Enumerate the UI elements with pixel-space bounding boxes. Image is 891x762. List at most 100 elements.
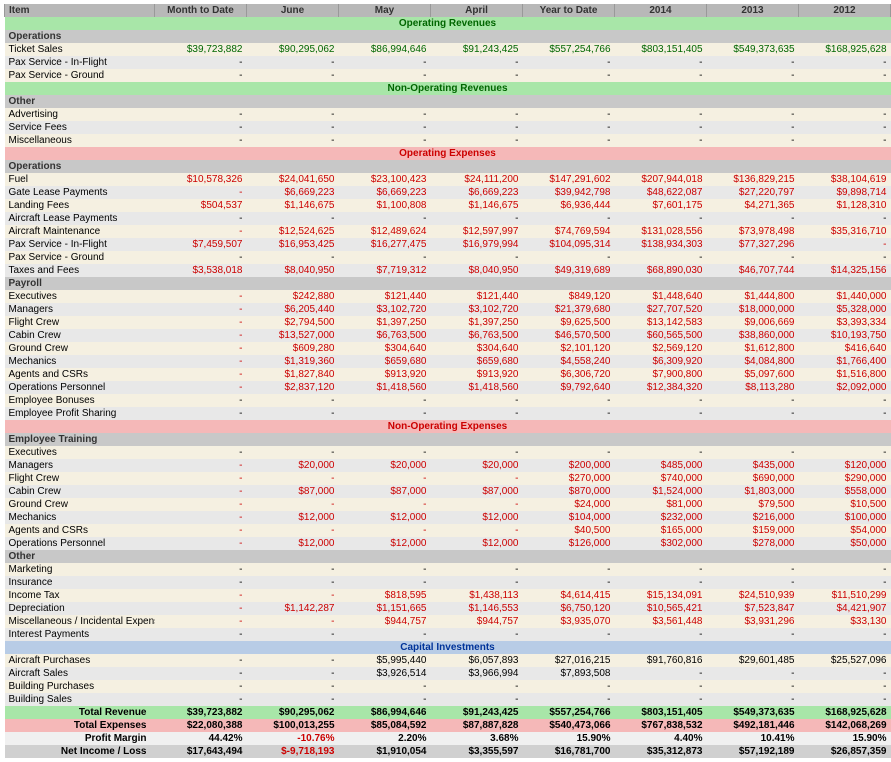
- cell-value: $6,669,223: [431, 186, 523, 199]
- cell-value: -: [155, 524, 247, 537]
- cell-value: -: [431, 251, 523, 264]
- cell-value: $207,944,018: [615, 173, 707, 186]
- table-row: Executives--------: [5, 446, 891, 459]
- cell-value: -: [155, 225, 247, 238]
- cell-value: $91,243,425: [431, 43, 523, 56]
- cell-value: $54,000: [799, 524, 891, 537]
- cell-value: $104,095,314: [523, 238, 615, 251]
- cell-value: $3,926,514: [339, 667, 431, 680]
- cell-value: $27,220,797: [707, 186, 799, 199]
- cell-value: $14,325,156: [799, 264, 891, 277]
- cell-value: $7,719,312: [339, 264, 431, 277]
- cell-value: -: [155, 316, 247, 329]
- cell-value: $740,000: [615, 472, 707, 485]
- cell-value: -: [707, 628, 799, 641]
- cell-value: $1,438,113: [431, 589, 523, 602]
- cell-value: $16,781,700: [523, 745, 615, 758]
- row-label: Agents and CSRs: [5, 368, 155, 381]
- table-row: Aircraft Lease Payments--------: [5, 212, 891, 225]
- cell-value: -: [707, 563, 799, 576]
- cell-value: -: [799, 407, 891, 420]
- cell-value: $1,100,808: [339, 199, 431, 212]
- row-label: Flight Crew: [5, 472, 155, 485]
- cell-value: $12,000: [431, 537, 523, 550]
- cell-value: -: [247, 563, 339, 576]
- cell-value: $104,000: [523, 511, 615, 524]
- cell-value: $87,000: [247, 485, 339, 498]
- cell-value: -: [155, 329, 247, 342]
- cell-value: -: [615, 693, 707, 706]
- table-row: Interest Payments--------: [5, 628, 891, 641]
- row-label: Mechanics: [5, 511, 155, 524]
- cell-value: $4,558,240: [523, 355, 615, 368]
- cell-value: $23,100,423: [339, 173, 431, 186]
- cell-value: $12,524,625: [247, 225, 339, 238]
- cell-value: -: [155, 628, 247, 641]
- row-label: Aircraft Purchases: [5, 654, 155, 667]
- cell-value: $803,151,405: [615, 43, 707, 56]
- cell-value: $200,000: [523, 459, 615, 472]
- cell-value: $165,000: [615, 524, 707, 537]
- cell-value: $557,254,766: [523, 706, 615, 719]
- table-row: Ground Crew----$24,000$81,000$79,500$10,…: [5, 498, 891, 511]
- cell-value: -: [615, 407, 707, 420]
- cell-value: $39,723,882: [155, 706, 247, 719]
- cell-value: -: [155, 472, 247, 485]
- cell-value: -: [523, 446, 615, 459]
- cell-value: -: [155, 108, 247, 121]
- cell-value: 15.90%: [799, 732, 891, 745]
- cell-value: -: [155, 394, 247, 407]
- cell-value: -: [339, 498, 431, 511]
- cell-value: -: [247, 576, 339, 589]
- cell-value: $91,760,816: [615, 654, 707, 667]
- cell-value: $27,707,520: [615, 303, 707, 316]
- cell-value: $2,794,500: [247, 316, 339, 329]
- table-row: Mechanics-$12,000$12,000$12,000$104,000$…: [5, 511, 891, 524]
- cell-value: $13,142,583: [615, 316, 707, 329]
- cell-value: $5,328,000: [799, 303, 891, 316]
- cell-value: -: [707, 108, 799, 121]
- cell-value: $35,316,710: [799, 225, 891, 238]
- table-row: Landing Fees$504,537$1,146,675$1,100,808…: [5, 199, 891, 212]
- cell-value: -: [247, 680, 339, 693]
- cell-value: -: [707, 407, 799, 420]
- table-row: Agents and CSRs----$40,500$165,000$159,0…: [5, 524, 891, 537]
- section-header: Non-Operating Revenues: [5, 82, 891, 95]
- cell-value: $38,860,000: [707, 329, 799, 342]
- cell-value: $15,134,091: [615, 589, 707, 602]
- cell-value: -: [155, 537, 247, 550]
- cell-value: 2.20%: [339, 732, 431, 745]
- cell-value: $216,000: [707, 511, 799, 524]
- cell-value: $3,393,334: [799, 316, 891, 329]
- total-row: Total Expenses$22,080,388$100,013,255$85…: [5, 719, 891, 732]
- cell-value: $6,669,223: [339, 186, 431, 199]
- cell-value: -: [339, 407, 431, 420]
- cell-value: -: [707, 394, 799, 407]
- cell-value: -: [615, 134, 707, 147]
- cell-value: $24,510,939: [707, 589, 799, 602]
- table-row: Aircraft Sales--$3,926,514$3,966,994$7,8…: [5, 667, 891, 680]
- col-header: Item: [5, 4, 155, 17]
- cell-value: -: [155, 576, 247, 589]
- cell-value: -: [615, 576, 707, 589]
- cell-value: $10,500: [799, 498, 891, 511]
- cell-value: $849,120: [523, 290, 615, 303]
- cell-value: -: [155, 693, 247, 706]
- cell-value: $4,271,365: [707, 199, 799, 212]
- col-header: 2012: [799, 4, 891, 17]
- cell-value: $20,000: [247, 459, 339, 472]
- cell-value: -: [799, 628, 891, 641]
- table-row: Insurance--------: [5, 576, 891, 589]
- cell-value: -: [155, 186, 247, 199]
- table-row: Building Sales--------: [5, 693, 891, 706]
- cell-value: -: [523, 563, 615, 576]
- cell-value: -: [615, 680, 707, 693]
- cell-value: -: [523, 407, 615, 420]
- cell-value: $2,101,120: [523, 342, 615, 355]
- cell-value: $7,900,800: [615, 368, 707, 381]
- col-header: May: [339, 4, 431, 17]
- cell-value: -: [799, 121, 891, 134]
- col-header: April: [431, 4, 523, 17]
- cell-value: $46,570,500: [523, 329, 615, 342]
- cell-value: $27,016,215: [523, 654, 615, 667]
